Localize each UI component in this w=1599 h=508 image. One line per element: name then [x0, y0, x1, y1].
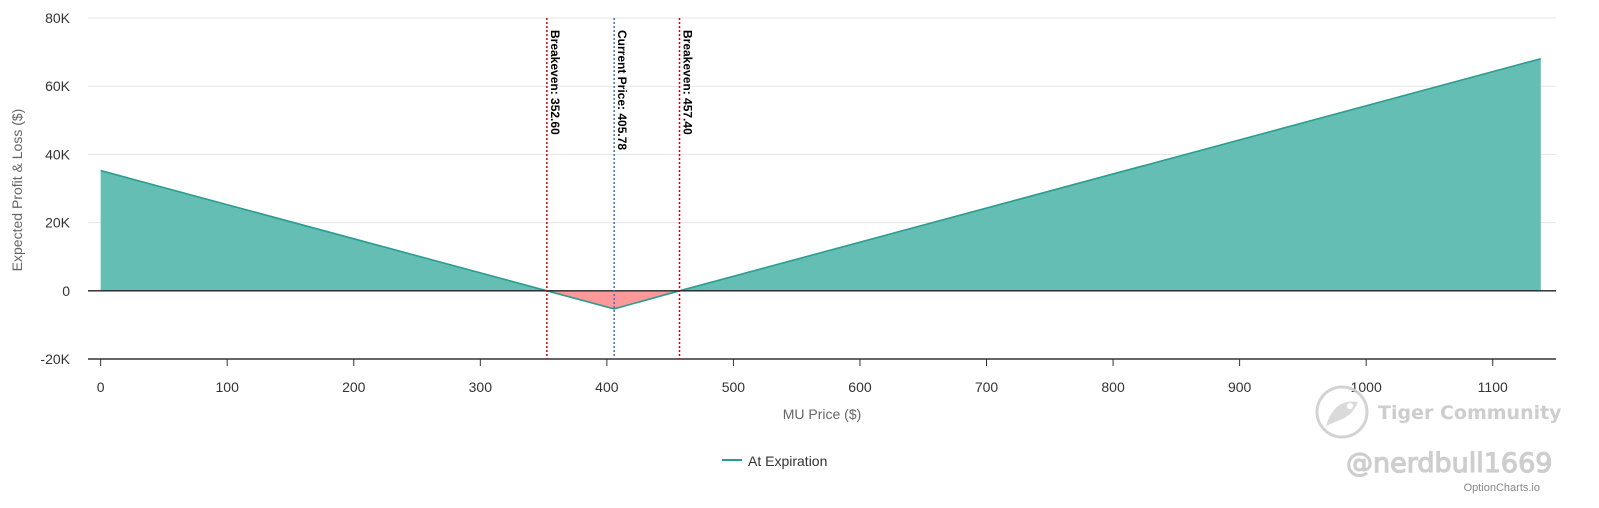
pnl-areas: [100, 57, 1542, 310]
x-tick-label: 1000: [1351, 379, 1382, 395]
legend[interactable]: At Expiration: [722, 453, 827, 469]
vertical-markers: Breakeven: 352.60 Current Price: 405.78 Br…: [546, 18, 695, 359]
x-tick-label: 900: [1228, 379, 1252, 395]
y-axis-title: Expected Profit & Loss ($): [9, 109, 25, 272]
y-tick-label: 60K: [45, 78, 71, 94]
x-axis-title: MU Price ($): [783, 406, 862, 422]
x-tick-label: 800: [1101, 379, 1125, 395]
watermark: Tiger Community @nerdbull1669: [1315, 385, 1562, 480]
y-tick-label: 80K: [45, 10, 71, 26]
y-tick-label: -20K: [40, 351, 70, 367]
chart-credit: OptionCharts.io: [1464, 482, 1540, 494]
x-tick-label: 600: [848, 379, 872, 395]
y-tick-label: 0: [62, 283, 70, 299]
x-tick-label: 100: [216, 379, 240, 395]
x-tick-label: 500: [722, 379, 746, 395]
x-tick-label: 300: [469, 379, 493, 395]
watermark-brand: Tiger Community: [1378, 402, 1562, 424]
y-tick-label: 40K: [45, 146, 71, 162]
tiger-logo-icon: [1315, 385, 1369, 439]
marker-label: Current Price: 405.78: [615, 30, 629, 150]
x-tick-label: 0: [97, 379, 105, 395]
marker-label: Breakeven: 352.60: [548, 30, 562, 135]
loss-area: [546, 290, 680, 309]
x-tick-label: 400: [595, 379, 619, 395]
x-tick-label: 1100: [1478, 379, 1508, 395]
axes: -20K 0 20K 40K 60K 80K 0 100 200 300 400 500 600 700 8…: [40, 10, 1556, 395]
x-tick-label: 200: [342, 379, 366, 395]
watermark-handle: @nerdbull1669: [1346, 448, 1552, 479]
legend-label[interactable]: At Expiration: [748, 453, 827, 469]
marker-label: Breakeven: 457.40: [681, 30, 695, 135]
y-tick-label: 20K: [45, 215, 71, 231]
x-tick-label: 700: [975, 379, 999, 395]
